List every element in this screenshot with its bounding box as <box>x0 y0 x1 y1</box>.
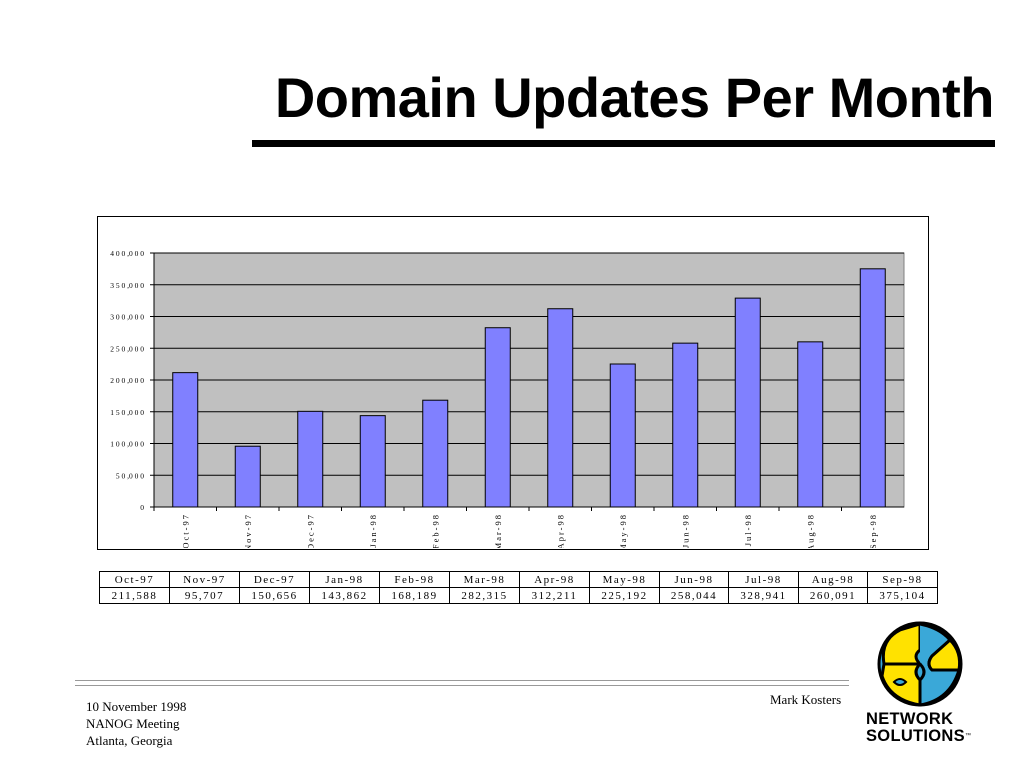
title-underline <box>952 140 995 147</box>
table-value-cell: 168,189 <box>379 587 450 604</box>
table-value-cell: 312,211 <box>519 587 590 604</box>
table-header-row: Oct-97 Nov-97 Dec-97 Jan-98 Feb-98 Mar-98 Apr-… <box>99 571 938 588</box>
bar <box>797 341 824 508</box>
x-tick-label: Nov-97 <box>243 513 253 548</box>
x-tick-label: Feb-98 <box>430 513 440 548</box>
table-header-cell: Aug-98 <box>798 571 868 588</box>
table-header-cell: Oct-97 <box>99 571 170 588</box>
logo-wordmark: NETWORK SOLUTIONS™ <box>866 711 986 745</box>
bar <box>734 297 761 508</box>
table-value-cell: 211,588 <box>99 587 170 604</box>
table-header-cell: Apr-98 <box>519 571 590 588</box>
logo-trademark: ™ <box>964 733 972 739</box>
data-table: Oct-97 Nov-97 Dec-97 Jan-98 Feb-98 Mar-98 Apr-… <box>99 571 938 604</box>
table-value-cell: 375,104 <box>867 587 938 604</box>
title-underline-main <box>952 140 995 147</box>
x-tick-label: Apr-98 <box>555 513 565 548</box>
title-rule-extended <box>952 140 995 147</box>
y-tick-label: 3 0 0 ,0 0 0 <box>110 313 144 322</box>
x-tick-label: Dec-97 <box>305 513 315 548</box>
bar-chart: 0 5 0 ,0 0 0 1 0 0 ,0 0 0 1 5 0 ,0 0 0 2 0 0… <box>110 249 905 552</box>
table-header-cell: Jun-98 <box>659 571 729 588</box>
table-value-cell: 260,091 <box>798 587 868 604</box>
x-tick-label: Mar-98 <box>493 513 503 548</box>
slide-title: Domain Updates Per Month <box>274 66 995 129</box>
y-tick-label: 3 5 0 ,0 0 0 <box>110 281 144 290</box>
table-header-cell: Sep-98 <box>867 571 938 588</box>
footer-event: NANOG Meeting <box>86 716 180 731</box>
footer-location: Atlanta, Georgia <box>86 733 173 748</box>
bar <box>297 410 324 508</box>
table-value-cell: 150,656 <box>239 587 310 604</box>
table-value-cell: 282,315 <box>449 587 520 604</box>
footer-info: 10 November 1998 NANOG Meeting Atlanta, … <box>86 698 186 749</box>
bar <box>359 415 386 508</box>
y-tick-label: 5 0 ,0 0 0 <box>116 471 144 480</box>
y-tick-label: 2 0 0 ,0 0 0 <box>110 376 144 385</box>
logo-line1: NETWORK <box>866 710 954 728</box>
x-tick-label: Sep-98 <box>868 513 878 548</box>
x-tick-label: Jun-98 <box>680 513 690 548</box>
table-value-cell: 258,044 <box>659 587 729 604</box>
table-value-cell: 95,707 <box>169 587 240 604</box>
bar <box>234 445 261 508</box>
network-solutions-logo-icon <box>870 620 970 715</box>
y-tick-label: 0 <box>140 503 144 512</box>
bar <box>422 399 449 508</box>
bar <box>859 268 886 508</box>
x-tick-label: Oct-97 <box>180 513 190 548</box>
footer-date: 10 November 1998 <box>86 699 187 714</box>
bar <box>484 327 511 508</box>
x-tick-label: Jan-98 <box>368 513 378 548</box>
logo-line2: SOLUTIONS <box>866 727 965 745</box>
bar <box>547 308 574 508</box>
bar <box>172 372 199 508</box>
x-tick-label: Aug-98 <box>805 513 815 548</box>
bar <box>672 342 699 508</box>
title-rule <box>952 140 995 147</box>
y-tick-label: 1 5 0 ,0 0 0 <box>110 408 144 417</box>
y-tick-label: 1 0 0 ,0 0 0 <box>110 440 144 449</box>
table-header-cell: Dec-97 <box>239 571 310 588</box>
table-header-cell: Nov-97 <box>169 571 240 588</box>
table-value-row: 211,588 95,707 150,656 143,862 168,189 282,31… <box>99 587 938 604</box>
bar <box>609 363 636 508</box>
x-tick-label: Jul-98 <box>743 513 753 546</box>
table-header-cell: May-98 <box>589 571 660 588</box>
table-header-cell: Feb-98 <box>379 571 450 588</box>
y-tick-label: 4 0 0 ,0 0 0 <box>110 249 144 258</box>
footer-divider <box>75 680 849 686</box>
title-underline-bar <box>952 140 995 147</box>
table-header-cell: Jul-98 <box>728 571 799 588</box>
table-value-cell: 225,192 <box>589 587 660 604</box>
x-tick-label: May-98 <box>618 513 628 548</box>
title-underline-long <box>952 140 995 147</box>
y-tick-label: 2 5 0 ,0 0 0 <box>110 344 144 353</box>
table-header-cell: Mar-98 <box>449 571 520 588</box>
table-value-cell: 143,862 <box>309 587 380 604</box>
title-rule-full <box>252 140 995 147</box>
chart-frame: 0 5 0 ,0 0 0 1 0 0 ,0 0 0 1 5 0 ,0 0 0 2 0 0… <box>97 216 929 552</box>
footer-author: Mark Kosters <box>770 692 842 707</box>
table-value-cell: 328,941 <box>728 587 799 604</box>
table-header-cell: Jan-98 <box>309 571 380 588</box>
